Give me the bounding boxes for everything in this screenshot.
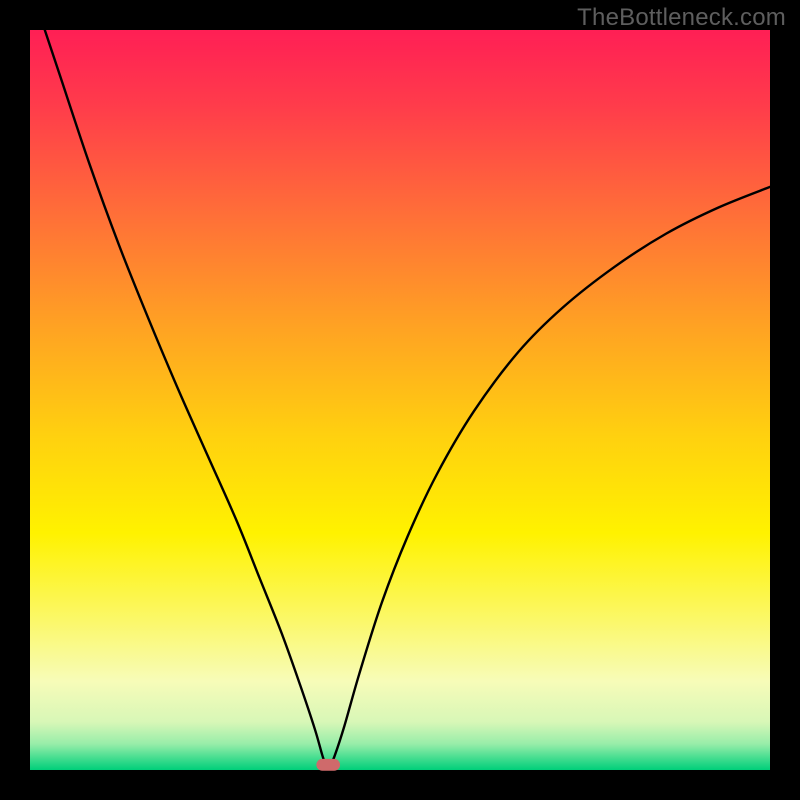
plot-background <box>30 30 770 770</box>
bottleneck-chart <box>0 0 800 800</box>
chart-frame: TheBottleneck.com <box>0 0 800 800</box>
minimum-marker <box>316 759 340 771</box>
watermark-text: TheBottleneck.com <box>577 4 786 32</box>
